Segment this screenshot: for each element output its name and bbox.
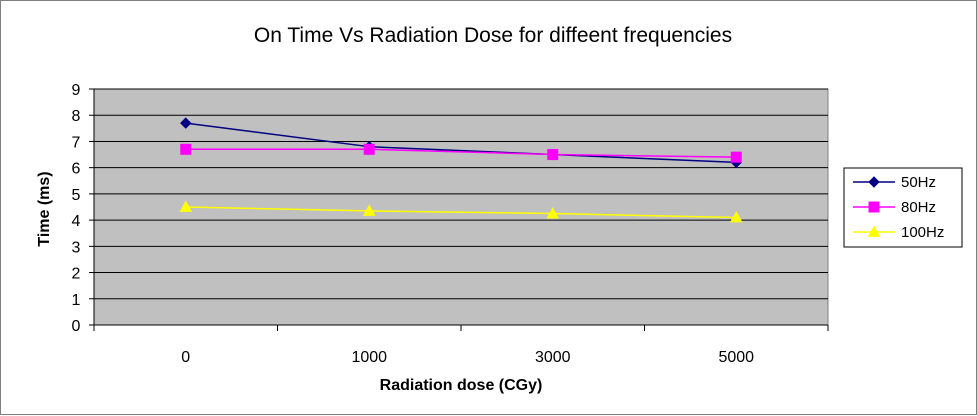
data-point-100Hz xyxy=(179,200,193,212)
y-tick-label: 7 xyxy=(72,134,81,151)
data-point-100Hz xyxy=(362,204,376,216)
x-axis-title: Radiation dose (CGy) xyxy=(380,377,543,394)
y-tick-label: 9 xyxy=(72,82,81,99)
axes: 0 1 2 3 4 5 6 7 8 9 0 1000 3000 5000 xyxy=(72,82,829,366)
series-line-100Hz xyxy=(185,206,737,219)
x-tick-label: 0 xyxy=(181,349,190,366)
grid-lines xyxy=(94,88,828,300)
legend-marker-100Hz xyxy=(867,225,881,237)
y-tick-label: 8 xyxy=(72,108,81,125)
y-axis-title: Time (ms) xyxy=(36,171,53,246)
x-tick-label: 5000 xyxy=(718,349,754,366)
y-tick-label: 6 xyxy=(72,161,81,178)
chart-title: On Time Vs Radiation Dose for diffeent f… xyxy=(254,24,732,47)
y-tick-label: 4 xyxy=(72,213,81,230)
legend-label: 100Hz xyxy=(901,224,944,241)
y-tick-label: 0 xyxy=(72,318,81,335)
legend-marker-50Hz xyxy=(868,176,880,188)
legend-label: 50Hz xyxy=(901,174,936,191)
data-point-80Hz xyxy=(547,149,559,161)
legend-label: 80Hz xyxy=(901,199,936,216)
series-line-50Hz xyxy=(185,122,737,164)
series-layer xyxy=(179,117,743,223)
data-point-80Hz xyxy=(363,143,375,155)
x-tick-label: 1000 xyxy=(351,349,387,366)
data-point-80Hz xyxy=(180,143,192,155)
data-point-100Hz xyxy=(729,210,743,223)
data-point-80Hz xyxy=(730,151,742,163)
data-point-50Hz xyxy=(180,117,192,129)
x-tick-label: 3000 xyxy=(535,349,571,366)
series-line-80Hz xyxy=(185,148,737,158)
legend-marker-80Hz xyxy=(868,201,880,213)
y-tick-label: 2 xyxy=(72,266,81,283)
data-point-100Hz xyxy=(546,207,560,219)
legend: 50Hz 80Hz 100Hz xyxy=(843,167,963,248)
y-tick-label: 3 xyxy=(72,239,81,256)
y-tick-label: 1 xyxy=(72,292,81,309)
y-tick-label: 5 xyxy=(72,187,81,204)
